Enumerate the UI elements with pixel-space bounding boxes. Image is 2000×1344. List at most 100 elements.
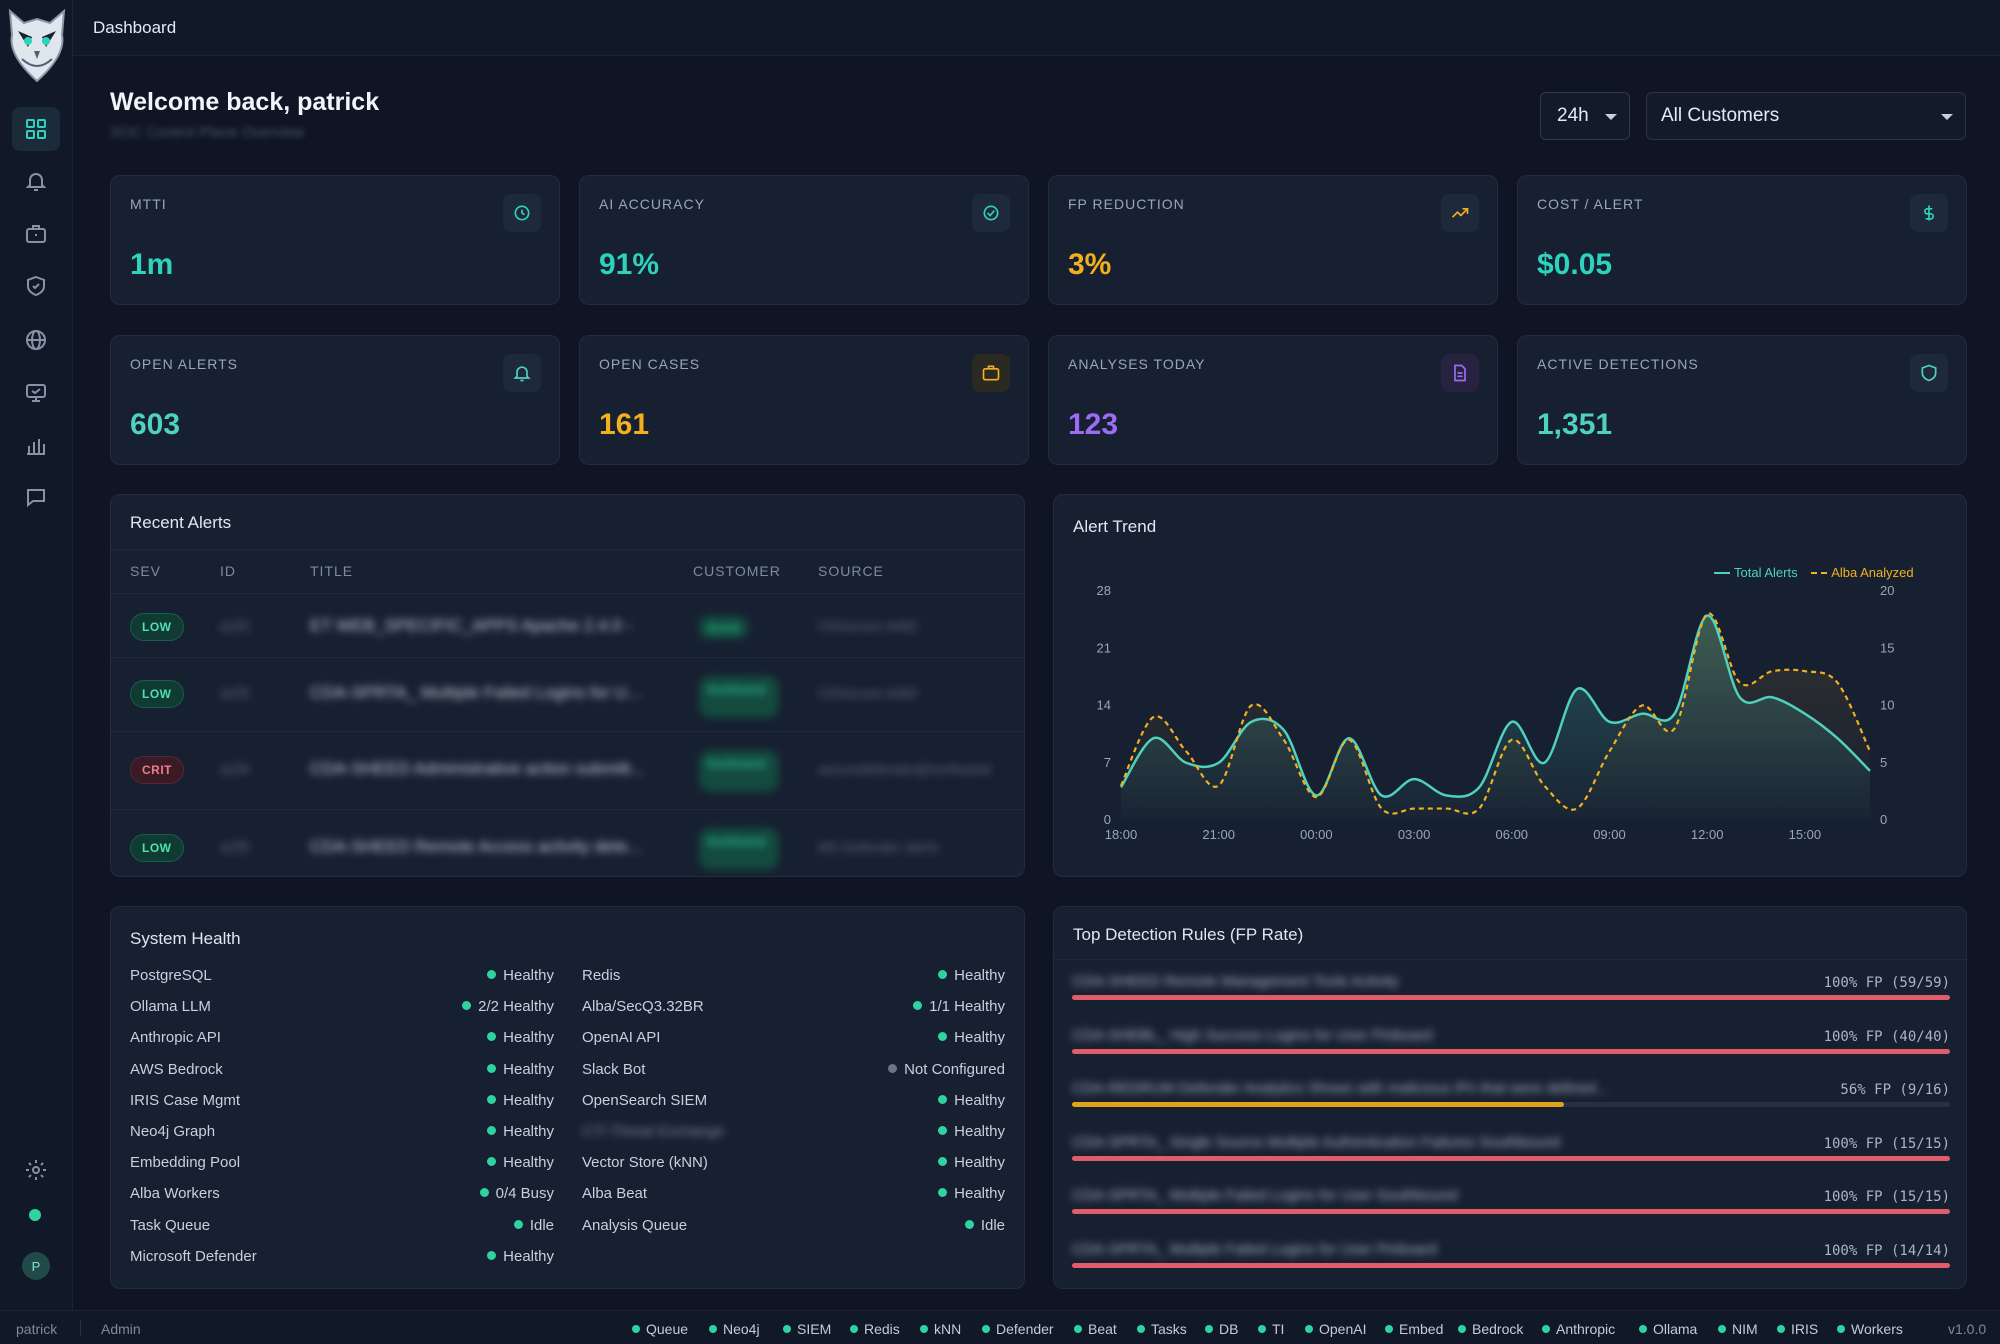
nav-dashboard[interactable]	[12, 107, 60, 151]
table-row[interactable]: LOW a1f3 CDA-SPRTA_ Multiple Failed Logi…	[111, 657, 1024, 731]
table-row[interactable]: CRIT a1f4 CDA-SHEED Administrative actio…	[111, 731, 1024, 809]
status-dot-icon	[1639, 1325, 1647, 1333]
service-status-text: Healthy	[503, 1154, 554, 1172]
severity-badge: LOW	[130, 680, 184, 708]
chevron-down-icon	[1605, 114, 1617, 120]
service-indicator[interactable]: IRIS	[1777, 1321, 1818, 1337]
rule-row[interactable]: CDA-SPRTA_ Multiple Failed Logins for Us…	[1072, 1187, 1950, 1227]
stat-label: OPEN ALERTS	[130, 356, 239, 372]
nav-monitor[interactable]	[12, 371, 60, 415]
service-indicator[interactable]: TI	[1258, 1321, 1284, 1337]
service-indicator[interactable]: Tasks	[1137, 1321, 1187, 1337]
service-indicator[interactable]: kNN	[920, 1321, 961, 1337]
table-row[interactable]: LOW a1f2 ET WEB_SPECIFIC_APPS Apache 2.4…	[111, 593, 1024, 657]
owl-logo[interactable]	[0, 0, 73, 86]
y-left-tick-label: 7	[1104, 755, 1111, 770]
service-indicator[interactable]: DB	[1205, 1321, 1238, 1337]
column-header-customer[interactable]: CUSTOMER	[693, 563, 781, 579]
status-dot-icon	[1718, 1325, 1726, 1333]
column-header-source[interactable]: SOURCE	[818, 563, 884, 579]
service-label: kNN	[934, 1321, 962, 1337]
alert-source: OSSecure 6482	[818, 618, 918, 634]
column-header-sev[interactable]: SEV	[130, 563, 162, 579]
nav-chat[interactable]	[12, 475, 60, 519]
service-name: Embedding Pool	[130, 1154, 241, 1172]
y-left-tick-label: 0	[1104, 812, 1111, 827]
service-status: Healthy	[487, 1154, 554, 1171]
table-row[interactable]: LOW a1f5 CDA-SHEED Remote Access activit…	[111, 809, 1024, 876]
service-label: SIEM	[797, 1321, 832, 1337]
service-indicator[interactable]: Ollama	[1639, 1321, 1697, 1337]
stat-value: 3%	[1068, 248, 1112, 281]
breadcrumb: Dashboard	[93, 18, 177, 37]
legend-total-alerts[interactable]: Total Alerts	[1714, 565, 1801, 580]
rule-fp-bar	[1072, 1102, 1950, 1107]
service-status: Healthy	[487, 967, 554, 984]
service-indicator[interactable]: Embed	[1385, 1321, 1443, 1337]
nav-detections[interactable]	[12, 264, 60, 308]
nav-alerts[interactable]	[12, 159, 60, 203]
x-tick-label: 15:00	[1789, 827, 1822, 842]
service-status: Healthy	[487, 1248, 554, 1265]
stat-card-open-cases[interactable]: OPEN CASES 161	[579, 335, 1029, 465]
service-indicator[interactable]: SIEM	[783, 1321, 831, 1337]
customer-select[interactable]: All Customers	[1646, 92, 1966, 140]
legend-alba-analyzed[interactable]: Alba Analyzed	[1811, 565, 1914, 580]
nav-reports[interactable]	[12, 424, 60, 468]
status-dot-icon	[487, 1126, 497, 1135]
service-status: Healthy	[487, 1092, 554, 1109]
service-indicator[interactable]: Workers	[1837, 1321, 1903, 1337]
service-status: Healthy	[938, 1029, 1005, 1046]
service-indicator[interactable]: Neo4j	[709, 1321, 760, 1337]
avatar[interactable]: P	[22, 1252, 50, 1280]
service-indicator[interactable]: Beat	[1074, 1321, 1117, 1337]
rule-row[interactable]: CDA-SPRTA_ Multiple Failed Logins for Us…	[1072, 1241, 1950, 1281]
rule-row[interactable]: CDA-SHEBL_ High Success Logins for User …	[1072, 1027, 1950, 1067]
rule-row[interactable]: CDA-REDRUM Defender Analytics Shows with…	[1072, 1080, 1950, 1120]
stat-card-open-alerts[interactable]: OPEN ALERTS 603	[110, 335, 560, 465]
service-status-text: Healthy	[954, 1091, 1005, 1109]
service-label: Embed	[1399, 1321, 1444, 1337]
service-indicator[interactable]: Anthropic	[1542, 1321, 1615, 1337]
panel-title: Top Detection Rules (FP Rate)	[1073, 925, 1304, 944]
service-label: DB	[1219, 1321, 1239, 1337]
recent-alerts-panel: Recent Alerts SEV ID TITLE CUSTOMER SOUR…	[110, 494, 1025, 877]
service-indicator[interactable]: OpenAI	[1305, 1321, 1366, 1337]
customer-value: All Customers	[1661, 105, 1780, 126]
status-dot-icon	[513, 1219, 523, 1229]
service-indicator[interactable]: Redis	[850, 1321, 900, 1337]
rule-fp-bar	[1072, 1262, 1950, 1268]
service-name: PostgreSQL	[130, 967, 212, 984]
alert-trend-chart[interactable]: 0 7 14 21 28 0 5 10 15 20 18:00 21:00 00:00 03:00 06:0…	[1054, 495, 1968, 878]
service-indicator[interactable]: Defender	[982, 1321, 1054, 1337]
service-status: Healthy	[938, 1154, 1005, 1171]
stat-card-active-detections[interactable]: ACTIVE DETECTIONS 1,351	[1517, 335, 1967, 465]
service-name: AWS Bedrock	[130, 1060, 223, 1078]
stat-card-mtti: MTTI 1m	[110, 175, 560, 305]
time-range-select[interactable]: 24h	[1540, 92, 1630, 140]
service-label: Bedrock	[1472, 1321, 1524, 1337]
nav-cases[interactable]	[12, 212, 60, 256]
rule-row[interactable]: CDA-SHEED Remote Management Tools Activi…	[1072, 973, 1950, 1013]
service-indicator[interactable]: Queue	[632, 1321, 688, 1337]
top-bar: Dashboard	[73, 0, 2000, 56]
legend-label: Total Alerts	[1734, 565, 1798, 580]
status-dot-icon	[938, 970, 948, 979]
customer-badge: Northwind	[699, 750, 779, 792]
x-tick-label: 21:00	[1202, 827, 1235, 842]
service-indicator[interactable]: Bedrock	[1458, 1321, 1523, 1337]
status-dot-icon	[632, 1325, 640, 1333]
stat-label: COST / ALERT	[1537, 196, 1644, 212]
nav-settings[interactable]	[12, 1148, 60, 1192]
rule-row[interactable]: CDA-SPRTA_ Single Source Multiple Authen…	[1072, 1134, 1950, 1174]
service-status: Idle	[513, 1217, 554, 1234]
service-indicator[interactable]: NIM	[1718, 1321, 1758, 1337]
stat-card-analyses-today[interactable]: ANALYSES TODAY 123	[1048, 335, 1498, 465]
column-header-id[interactable]: ID	[220, 563, 236, 579]
service-status: Healthy	[938, 967, 1005, 984]
nav-intel[interactable]	[12, 318, 60, 362]
column-header-title[interactable]: TITLE	[310, 563, 354, 579]
rule-fp-bar	[1072, 995, 1950, 1000]
service-name: IRIS Case Mgmt	[130, 1091, 241, 1109]
service-label: Queue	[646, 1321, 689, 1337]
